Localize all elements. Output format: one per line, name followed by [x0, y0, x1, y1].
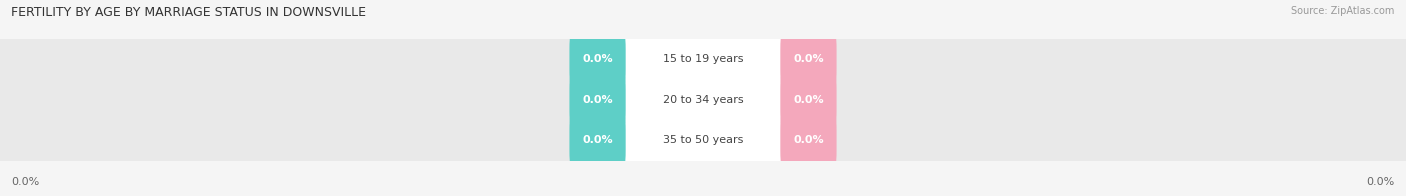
- Text: 15 to 19 years: 15 to 19 years: [662, 54, 744, 64]
- Text: 0.0%: 0.0%: [582, 54, 613, 64]
- Text: 0.0%: 0.0%: [793, 135, 824, 145]
- FancyBboxPatch shape: [780, 29, 837, 90]
- Text: 0.0%: 0.0%: [793, 95, 824, 105]
- FancyBboxPatch shape: [780, 110, 837, 171]
- FancyBboxPatch shape: [569, 69, 626, 131]
- FancyBboxPatch shape: [569, 110, 626, 171]
- FancyBboxPatch shape: [621, 27, 785, 92]
- FancyBboxPatch shape: [0, 93, 1406, 187]
- FancyBboxPatch shape: [780, 69, 837, 131]
- Text: 20 to 34 years: 20 to 34 years: [662, 95, 744, 105]
- FancyBboxPatch shape: [621, 108, 785, 173]
- Text: 0.0%: 0.0%: [11, 177, 39, 187]
- Text: 0.0%: 0.0%: [582, 95, 613, 105]
- Text: 35 to 50 years: 35 to 50 years: [662, 135, 744, 145]
- FancyBboxPatch shape: [621, 68, 785, 132]
- Text: 0.0%: 0.0%: [582, 135, 613, 145]
- Text: Source: ZipAtlas.com: Source: ZipAtlas.com: [1291, 6, 1395, 16]
- Text: FERTILITY BY AGE BY MARRIAGE STATUS IN DOWNSVILLE: FERTILITY BY AGE BY MARRIAGE STATUS IN D…: [11, 6, 366, 19]
- FancyBboxPatch shape: [0, 53, 1406, 147]
- Text: 0.0%: 0.0%: [793, 54, 824, 64]
- FancyBboxPatch shape: [0, 13, 1406, 106]
- FancyBboxPatch shape: [569, 29, 626, 90]
- Text: 0.0%: 0.0%: [1367, 177, 1395, 187]
